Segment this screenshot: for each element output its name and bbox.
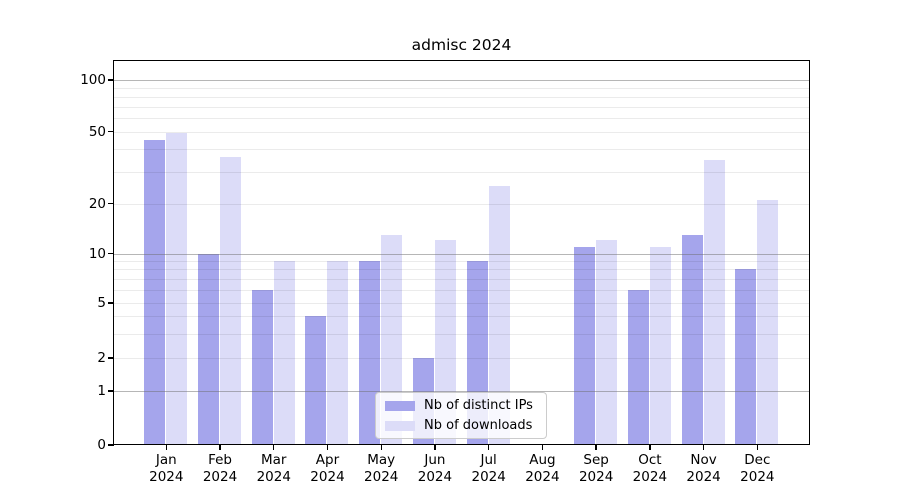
- chart-title: admisc 2024: [411, 36, 512, 54]
- bar-distinct-ips: [627, 289, 649, 444]
- x-tick-mark: [541, 445, 544, 450]
- y-tick-label: 100: [80, 72, 106, 88]
- gridline-minor: [114, 289, 809, 291]
- bar-downloads: [757, 199, 779, 444]
- y-tick-label: 1: [97, 383, 106, 399]
- gridline-minor: [114, 203, 809, 205]
- bar-downloads: [273, 261, 295, 444]
- bar-downloads: [649, 246, 671, 444]
- gridline-minor: [114, 333, 809, 335]
- x-tick-mark: [756, 445, 759, 450]
- legend-item-downloads: Nb of downloads: [385, 418, 537, 433]
- legend-label-downloads: Nb of downloads: [424, 418, 533, 433]
- gridline-minor: [114, 269, 809, 271]
- gridline-major: [114, 391, 809, 392]
- bar-distinct-ips: [144, 139, 166, 444]
- bar-distinct-ips: [198, 253, 220, 444]
- legend-item-distinct-ips: Nb of distinct IPs: [385, 398, 537, 413]
- y-tick-label: 20: [88, 195, 106, 212]
- y-tick-mark: [108, 202, 114, 205]
- legend-swatch-distinct-ips: [385, 400, 415, 411]
- gridline-minor: [114, 278, 809, 280]
- bar-distinct-ips: [305, 316, 327, 444]
- bar-distinct-ips: [574, 246, 596, 444]
- gridline-minor: [114, 117, 809, 119]
- gridline-minor: [114, 171, 809, 173]
- y-tick-label: 10: [88, 245, 106, 262]
- gridline-minor: [114, 106, 809, 108]
- bar-downloads: [488, 185, 510, 444]
- y-tick-mark: [108, 444, 114, 446]
- legend-label-distinct-ips: Nb of distinct IPs: [424, 398, 533, 413]
- gridline-minor: [114, 303, 809, 304]
- bar-downloads: [596, 240, 618, 444]
- y-tick-mark: [108, 130, 114, 133]
- y-tick-label: 0: [97, 437, 106, 453]
- y-tick-mark: [108, 252, 114, 255]
- y-tick-mark: [108, 302, 114, 304]
- gridline-minor: [114, 358, 809, 359]
- bar-downloads: [220, 157, 242, 444]
- x-tick-label: Jan 2024: [149, 452, 184, 485]
- bar-downloads: [327, 261, 349, 444]
- x-tick-mark: [326, 445, 329, 450]
- plot-area: [113, 60, 810, 445]
- x-tick-mark: [219, 445, 221, 450]
- x-tick-label: Jul 2024: [471, 452, 506, 485]
- x-tick-label: Apr 2024: [310, 452, 345, 485]
- x-tick-label: Dec 2024: [740, 452, 775, 485]
- x-tick-label: Sep 2024: [578, 452, 614, 485]
- x-tick-label: Jun 2024: [417, 452, 453, 485]
- bar-downloads: [166, 133, 188, 444]
- y-tick-label: 5: [97, 295, 106, 311]
- legend: Nb of distinct IPs Nb of downloads: [375, 392, 547, 439]
- x-tick-mark: [165, 445, 167, 450]
- bar-distinct-ips: [735, 269, 757, 444]
- x-tick-mark: [487, 445, 490, 450]
- x-tick-mark: [595, 445, 597, 450]
- x-tick-mark: [273, 445, 275, 450]
- bar-distinct-ips: [251, 289, 273, 444]
- x-tick-mark: [649, 445, 651, 450]
- bar-downloads: [703, 159, 725, 444]
- y-tick-label: 2: [97, 350, 106, 366]
- gridline-major: [114, 253, 809, 255]
- gridline-minor: [114, 316, 809, 318]
- y-tick-mark: [108, 357, 114, 359]
- gridline-major: [114, 80, 809, 81]
- gridline-minor: [114, 87, 809, 89]
- x-tick-label: Nov 2024: [686, 452, 721, 485]
- x-tick-label: Aug 2024: [525, 452, 560, 485]
- legend-swatch-downloads: [385, 420, 415, 431]
- bar-distinct-ips: [681, 234, 703, 444]
- y-tick-mark: [108, 79, 114, 81]
- x-tick-label: May 2024: [364, 452, 399, 485]
- gridline-minor: [114, 261, 809, 263]
- x-tick-label: Oct 2024: [632, 452, 668, 485]
- x-tick-mark: [702, 445, 705, 450]
- x-tick-mark: [434, 445, 436, 450]
- x-tick-label: Feb 2024: [202, 452, 238, 485]
- gridline-minor: [114, 149, 809, 151]
- x-tick-label: Mar 2024: [256, 452, 291, 485]
- x-tick-mark: [380, 445, 382, 450]
- gridline-minor: [114, 131, 809, 133]
- gridline-minor: [114, 96, 809, 98]
- y-tick-label: 50: [88, 123, 106, 140]
- bar-distinct-ips: [359, 261, 381, 444]
- y-tick-mark: [108, 390, 114, 392]
